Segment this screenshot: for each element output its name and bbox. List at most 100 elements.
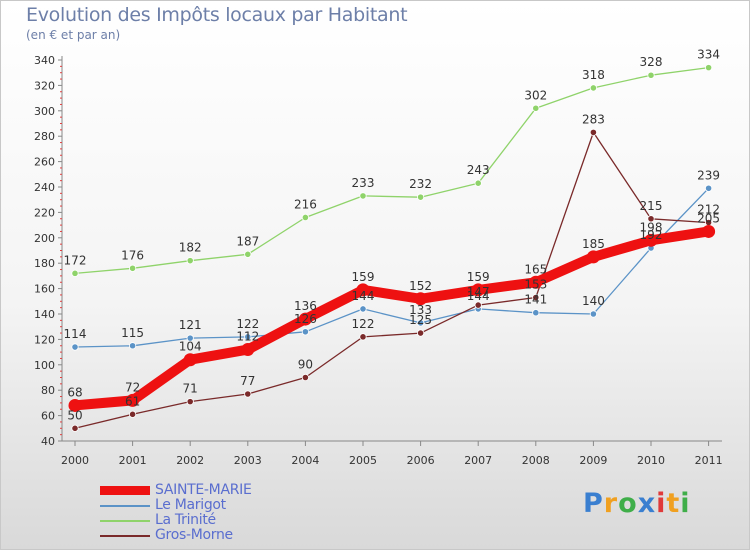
brand-logo: Proxiti xyxy=(583,488,691,519)
data-label: 182 xyxy=(179,241,202,255)
data-label: 136 xyxy=(294,299,317,313)
data-label: 50 xyxy=(67,408,82,422)
data-point xyxy=(589,310,598,318)
data-point xyxy=(586,250,600,264)
x-tick-label: 2004 xyxy=(291,454,319,467)
data-label: 77 xyxy=(240,374,255,388)
data-label: 61 xyxy=(125,394,140,408)
data-point xyxy=(71,424,79,432)
x-tick-label: 2009 xyxy=(579,454,607,467)
data-point xyxy=(186,257,194,265)
series-points xyxy=(68,64,716,432)
data-point xyxy=(183,353,197,367)
y-tick-label: 100 xyxy=(34,359,55,372)
data-label: 68 xyxy=(67,385,82,399)
y-tick-label: 300 xyxy=(34,105,55,118)
data-label: 239 xyxy=(697,168,720,182)
y-tick-label: 340 xyxy=(34,54,55,67)
data-label: 140 xyxy=(582,294,605,308)
data-label: 318 xyxy=(582,68,605,82)
x-tick-label: 2007 xyxy=(464,454,492,467)
brand-letter: i xyxy=(680,488,691,519)
data-point xyxy=(129,264,137,272)
x-tick-label: 2003 xyxy=(234,454,262,467)
data-point xyxy=(186,398,194,406)
y-tick-label: 260 xyxy=(34,156,55,169)
data-point xyxy=(474,179,482,187)
data-point xyxy=(244,250,252,258)
x-tick-label: 2010 xyxy=(637,454,665,467)
data-point xyxy=(129,342,137,350)
data-point xyxy=(416,193,425,201)
x-tick-label: 2005 xyxy=(349,454,377,467)
data-label: 283 xyxy=(582,112,605,126)
data-label: 185 xyxy=(582,237,605,251)
legend-swatch-le-marigot xyxy=(100,505,150,507)
data-label: 122 xyxy=(236,317,259,331)
series-line-gros-morne xyxy=(74,131,710,429)
data-label: 176 xyxy=(121,248,144,262)
series-lines xyxy=(70,66,714,429)
series-line-la-trinit- xyxy=(74,66,710,275)
y-tick-label: 140 xyxy=(34,308,55,321)
data-point xyxy=(126,393,140,407)
data-label: 212 xyxy=(697,203,720,217)
data-label: 152 xyxy=(409,279,432,293)
data-point xyxy=(298,312,312,326)
data-label: 302 xyxy=(524,88,547,102)
legend-label-la-trinite: La Trinité xyxy=(155,512,216,528)
data-point xyxy=(356,283,370,297)
legend-label-gros-morne: Gros-Morne xyxy=(155,527,233,543)
data-point xyxy=(186,334,194,342)
data-label: 122 xyxy=(352,317,375,331)
legend-label-le-marigot: Le Marigot xyxy=(155,497,226,513)
data-label: 233 xyxy=(352,176,375,190)
data-label: 232 xyxy=(409,177,432,191)
data-point xyxy=(241,343,255,357)
data-point xyxy=(644,233,658,247)
data-point xyxy=(532,293,540,302)
data-label: 243 xyxy=(467,163,490,177)
y-tick-label: 40 xyxy=(41,435,55,448)
data-label: 144 xyxy=(352,289,375,303)
x-tick-label: 2008 xyxy=(522,454,550,467)
data-point xyxy=(532,309,540,317)
data-point xyxy=(647,215,655,223)
data-label: 115 xyxy=(121,326,144,340)
series-line-sainte-marie xyxy=(70,226,714,411)
data-point xyxy=(416,319,425,327)
y-tick-label: 320 xyxy=(34,79,55,92)
data-label: 172 xyxy=(64,253,87,267)
brand-letter: x xyxy=(637,488,657,519)
x-tick-label: 2001 xyxy=(119,454,147,467)
data-label: 133 xyxy=(409,303,432,317)
data-point xyxy=(244,390,252,398)
data-point xyxy=(647,71,655,79)
data-label: 187 xyxy=(236,234,259,248)
data-label: 121 xyxy=(179,318,202,332)
brand-letter: i xyxy=(656,488,667,519)
legend-swatch-gros-morne xyxy=(100,535,150,537)
data-label: 198 xyxy=(640,220,663,234)
y-tick-label: 120 xyxy=(34,333,55,346)
data-label: 90 xyxy=(298,358,313,372)
data-point xyxy=(589,84,598,92)
data-point xyxy=(529,275,543,289)
brand-letter: t xyxy=(666,488,681,519)
data-point xyxy=(359,333,367,341)
data-label: 159 xyxy=(467,270,490,284)
data-point xyxy=(359,192,367,200)
y-tick-label: 180 xyxy=(34,257,55,270)
y-tick-label: 220 xyxy=(34,206,55,219)
data-point xyxy=(702,224,716,238)
data-point xyxy=(589,128,598,136)
legend-label-sainte-marie: SAINTE-MARIE xyxy=(155,482,252,498)
data-label: 112 xyxy=(236,330,259,344)
data-point xyxy=(416,329,425,337)
data-label: 334 xyxy=(697,48,720,62)
data-label: 104 xyxy=(179,340,202,354)
data-label: 125 xyxy=(409,313,432,327)
data-label: 215 xyxy=(640,199,663,213)
